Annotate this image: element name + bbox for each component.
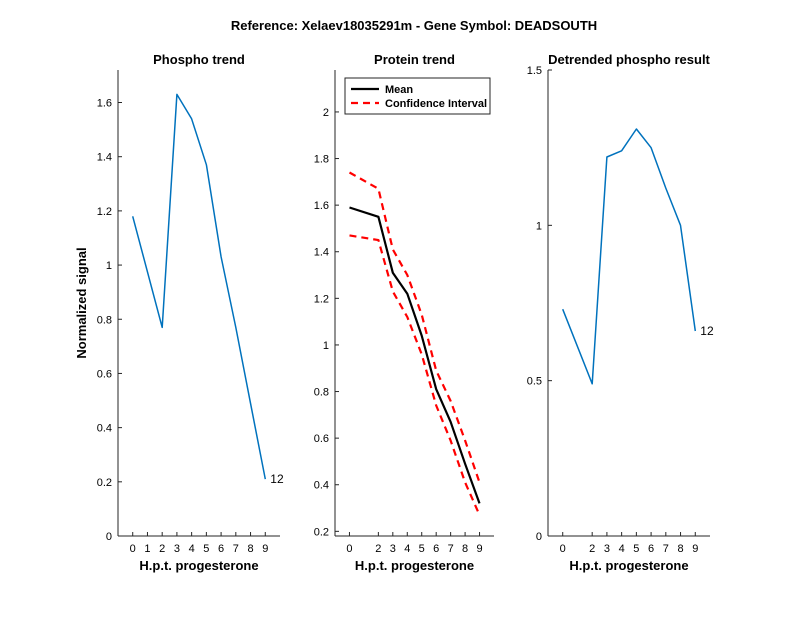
legend-label: Mean xyxy=(385,84,413,96)
y-tick-label: 0.2 xyxy=(314,526,329,538)
x-tick-label: 4 xyxy=(619,543,625,555)
x-tick-label: 0 xyxy=(346,543,352,555)
y-axis-label: Normalized signal xyxy=(74,247,89,358)
x-tick-label: 9 xyxy=(476,543,482,555)
y-tick-label: 1.4 xyxy=(97,152,112,164)
x-tick-label: 8 xyxy=(677,543,683,555)
series-line xyxy=(131,93,267,480)
x-tick-label: 6 xyxy=(433,543,439,555)
y-tick-label: 1.6 xyxy=(97,98,112,110)
x-tick-label: 7 xyxy=(663,543,669,555)
figure-title: Reference: Xelaev18035291m - Gene Symbol… xyxy=(231,18,597,33)
y-tick-label: 0.4 xyxy=(97,423,112,435)
panel-phospho-trend: 00.20.40.60.811.21.41.60 1 2 3 4 5 6 7 8 9Phospho… xyxy=(74,52,284,573)
x-tick-label: 2 xyxy=(589,543,595,555)
x-tick-label: 5 xyxy=(203,543,209,555)
x-tick-label: 1 xyxy=(144,543,150,555)
legend-label: Confidence Interval xyxy=(385,98,487,110)
panel-detrended-phospho-result: 0 0.5 1 1.5 0 2 3 4 5 6 7 8 9 Detrended phospho resul… xyxy=(527,52,714,573)
series-line xyxy=(562,128,697,385)
y-tick-label: 0 xyxy=(106,531,112,543)
y-tick-label: 1 xyxy=(323,340,329,352)
series-line-confidence-interval xyxy=(348,171,481,483)
series-end-label: 12 xyxy=(270,472,284,486)
y-tick-label: 0.6 xyxy=(97,368,112,380)
y-tick-label: 1.2 xyxy=(314,293,329,305)
x-tick-label: 3 xyxy=(174,543,180,555)
y-tick-label: 1.4 xyxy=(314,247,329,259)
x-tick-label: 8 xyxy=(462,543,468,555)
legend-box xyxy=(344,77,491,115)
x-tick-label: 6 xyxy=(218,543,224,555)
y-tick-label: 0.6 xyxy=(314,433,329,445)
y-tick-label: 1.8 xyxy=(314,154,329,166)
y-tick-label: 1.5 xyxy=(527,65,542,77)
y-tick-label: 0.8 xyxy=(314,387,329,399)
x-tick-label: 3 xyxy=(390,543,396,555)
x-axis-label: H.p.t. progesterone xyxy=(355,558,474,573)
panel-title: Phospho trend xyxy=(153,52,245,67)
y-tick-label: 1.2 xyxy=(97,206,112,218)
x-tick-label: 4 xyxy=(189,543,195,555)
x-axis-label: H.p.t. progesterone xyxy=(139,558,258,573)
y-tick-label: 1 xyxy=(106,260,112,272)
panel-protein-trend: 0.20.40.60.811.21.41.61.820 2 3 4 5 6 7 8 9Prote… xyxy=(314,52,494,573)
y-tick-label: 1 xyxy=(536,220,542,232)
x-tick-label: 0 xyxy=(130,543,136,555)
x-tick-label: 2 xyxy=(159,543,165,555)
y-tick-label: 0.8 xyxy=(97,314,112,326)
panel-title: Protein trend xyxy=(374,52,455,67)
x-tick-label: 8 xyxy=(247,543,253,555)
series-line-confidence-lower xyxy=(349,234,481,516)
x-tick-label: 3 xyxy=(604,543,610,555)
x-tick-label: 6 xyxy=(648,543,654,555)
x-tick-label: 0 xyxy=(560,543,566,555)
x-tick-label: 4 xyxy=(404,543,410,555)
x-tick-label: 7 xyxy=(233,543,239,555)
series-end-label: 12 xyxy=(700,324,714,338)
panel-title: Detrended phospho result xyxy=(548,52,710,67)
y-tick-label: 0 xyxy=(536,531,542,543)
x-tick-label: 9 xyxy=(262,543,268,555)
x-tick-label: 9 xyxy=(692,543,698,555)
x-axis-label: H.p.t. progesterone xyxy=(569,558,688,573)
x-tick-label: 2 xyxy=(375,543,381,555)
y-tick-label: 0.5 xyxy=(527,376,542,388)
x-tick-label: 7 xyxy=(448,543,454,555)
y-tick-label: 1.6 xyxy=(314,200,329,212)
x-tick-label: 5 xyxy=(419,543,425,555)
y-tick-label: 2 xyxy=(323,107,329,119)
y-tick-label: 0.4 xyxy=(314,480,329,492)
y-tick-label: 0.2 xyxy=(97,477,112,489)
x-tick-label: 5 xyxy=(633,543,639,555)
series-line-mean xyxy=(349,206,481,504)
